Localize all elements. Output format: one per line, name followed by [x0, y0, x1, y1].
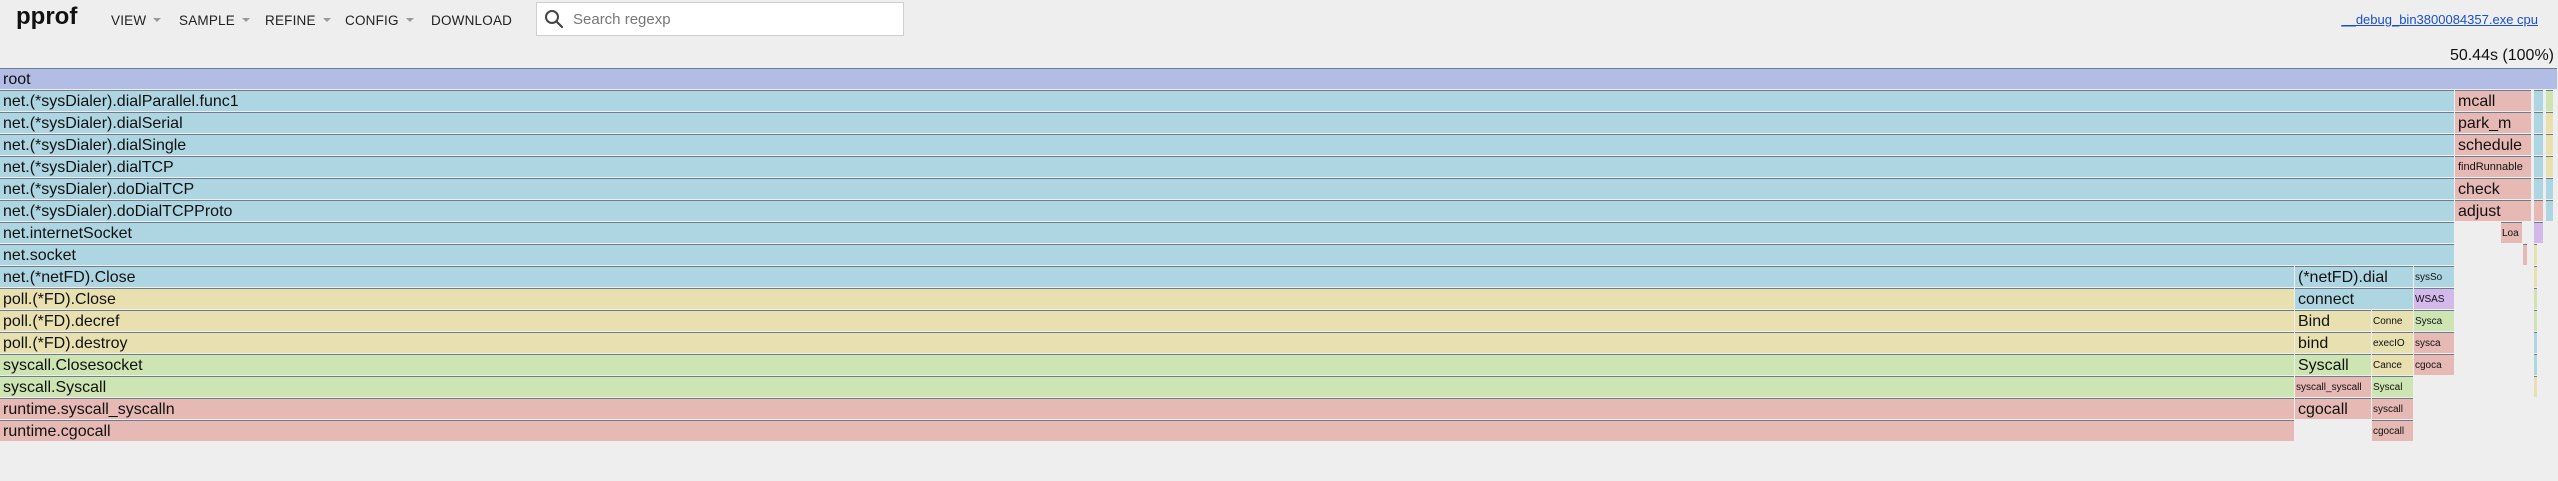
flame-frame[interactable]: [2534, 222, 2543, 243]
flame-frame[interactable]: cgoca: [2414, 354, 2454, 375]
flame-frame[interactable]: [2534, 244, 2537, 265]
flame-frame[interactable]: net.(*sysDialer).dialSerial: [0, 112, 2454, 133]
chevron-down-icon: [153, 18, 162, 22]
chevron-down-icon: [322, 18, 331, 22]
flame-frame[interactable]: [2534, 354, 2537, 375]
menu-refine[interactable]: REFINE: [265, 11, 331, 29]
flame-frame[interactable]: [2534, 112, 2543, 133]
app-title: pprof: [16, 3, 78, 30]
chevron-down-icon: [405, 18, 414, 22]
flame-frame[interactable]: [2534, 156, 2543, 177]
flame-frame[interactable]: execIO: [2372, 332, 2413, 353]
flame-frame[interactable]: Cance: [2372, 354, 2413, 375]
search-icon: [545, 10, 564, 29]
flame-frame[interactable]: syscall: [2372, 398, 2413, 419]
menu-view[interactable]: VIEW: [111, 11, 162, 29]
flame-frame[interactable]: [2534, 134, 2543, 155]
flame-frame[interactable]: net.(*netFD).Close: [0, 266, 2294, 287]
flame-frame[interactable]: mcall: [2455, 90, 2531, 111]
search-input[interactable]: [571, 9, 895, 29]
flame-frame[interactable]: syscall.Syscall: [0, 376, 2294, 397]
flame-frame[interactable]: poll.(*FD).destroy: [0, 332, 2294, 353]
chevron-down-icon: [241, 18, 250, 22]
flame-frame[interactable]: (*netFD).dial: [2295, 266, 2413, 287]
flame-frame[interactable]: [2546, 112, 2553, 133]
flame-frame[interactable]: net.(*sysDialer).dialSingle: [0, 134, 2454, 155]
menu-refine-label: REFINE: [265, 12, 316, 28]
flame-frame[interactable]: [2534, 90, 2543, 111]
flame-frame[interactable]: [2534, 288, 2537, 309]
flame-frame[interactable]: root: [0, 68, 2557, 89]
flame-frame[interactable]: Syscal: [2372, 376, 2413, 397]
menu-view-label: VIEW: [111, 12, 147, 28]
flame-frame[interactable]: [2534, 376, 2537, 397]
flame-frame[interactable]: Syscall: [2295, 354, 2371, 375]
flame-frame[interactable]: schedule: [2455, 134, 2531, 155]
flame-frame[interactable]: Conne: [2372, 310, 2413, 331]
flame-frame[interactable]: adjust: [2455, 200, 2531, 221]
flame-frame[interactable]: poll.(*FD).decref: [0, 310, 2294, 331]
flame-frame[interactable]: [2546, 178, 2553, 199]
total-time: 50.44s (100%): [2449, 47, 2554, 64]
flame-frame[interactable]: [2546, 134, 2553, 155]
menu-config[interactable]: CONFIG: [345, 11, 414, 29]
top-bar: pprof VIEW SAMPLE REFINE CONFIG DOWNLOAD: [0, 0, 2558, 40]
search-box: [536, 2, 904, 36]
menu-sample-label: SAMPLE: [179, 12, 235, 28]
flame-frame[interactable]: [2534, 332, 2537, 353]
flame-frame[interactable]: runtime.syscall_syscalln: [0, 398, 2294, 419]
flame-frame[interactable]: sysca: [2414, 332, 2454, 353]
flame-frame[interactable]: cgocall: [2295, 398, 2371, 419]
menu-download[interactable]: DOWNLOAD: [431, 11, 512, 29]
flame-frame[interactable]: net.(*sysDialer).dialTCP: [0, 156, 2454, 177]
flame-frame[interactable]: [2546, 156, 2553, 177]
flame-frame[interactable]: WSAS: [2414, 288, 2454, 309]
flame-frame[interactable]: [2534, 178, 2543, 199]
flame-frame[interactable]: park_m: [2455, 112, 2531, 133]
flame-frame[interactable]: check: [2455, 178, 2531, 199]
profile-file-link[interactable]: __debug_bin3800084357.exe cpu: [2341, 12, 2538, 27]
flame-frame[interactable]: connect: [2295, 288, 2413, 309]
flame-frame[interactable]: net.socket: [0, 244, 2454, 265]
flame-frame[interactable]: runtime.cgocall: [0, 420, 2294, 441]
menu-sample[interactable]: SAMPLE: [179, 11, 250, 29]
flame-frame[interactable]: syscall.Closesocket: [0, 354, 2294, 375]
flame-frame[interactable]: net.(*sysDialer).dialParallel.func1: [0, 90, 2454, 111]
flame-frame[interactable]: net.(*sysDialer).doDialTCP: [0, 178, 2454, 199]
flame-frame[interactable]: Bind: [2295, 310, 2371, 331]
flame-frame[interactable]: net.(*sysDialer).doDialTCPProto: [0, 200, 2454, 221]
menu-config-label: CONFIG: [345, 12, 399, 28]
flame-frame[interactable]: [2523, 244, 2527, 265]
flame-frame[interactable]: findRunnable: [2455, 156, 2531, 177]
flame-frame[interactable]: [2534, 310, 2537, 331]
flame-frame[interactable]: syscall_syscall: [2295, 376, 2371, 397]
flame-frame[interactable]: [2534, 200, 2543, 221]
flame-frame[interactable]: bind: [2295, 332, 2371, 353]
flame-frame[interactable]: sysSo: [2414, 266, 2454, 287]
flame-frame[interactable]: poll.(*FD).Close: [0, 288, 2294, 309]
flame-frame[interactable]: net.internetSocket: [0, 222, 2454, 243]
flame-frame[interactable]: Sysca: [2414, 310, 2454, 331]
flame-graph: root net.(*sysDialer).dialParallel.func1 n…: [0, 68, 2558, 468]
flame-frame[interactable]: [2546, 200, 2553, 221]
flame-frame[interactable]: [2534, 266, 2537, 287]
menu-download-label: DOWNLOAD: [431, 12, 513, 28]
flame-frame[interactable]: [2546, 90, 2553, 111]
flame-frame[interactable]: Loa: [2501, 222, 2522, 243]
flame-frame[interactable]: cgocall: [2372, 420, 2413, 441]
